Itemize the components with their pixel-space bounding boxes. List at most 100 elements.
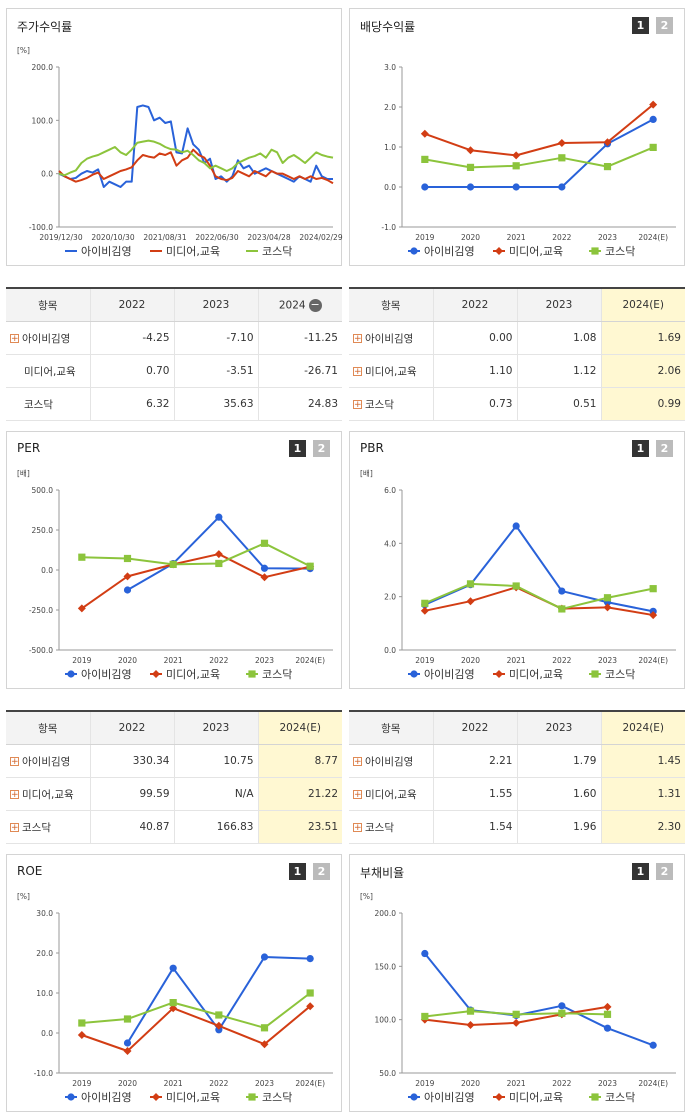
data-point — [466, 1021, 475, 1029]
row-label[interactable]: + 아이비김영 — [6, 744, 90, 778]
y-tick-label: 0.0 — [384, 646, 396, 655]
row-label[interactable]: + 아이비김영 — [6, 321, 90, 355]
x-tick-label: 2020 — [118, 1079, 137, 1088]
badge-2[interactable]: 2 — [656, 863, 673, 880]
row-label[interactable]: + 아이비김영 — [349, 744, 433, 778]
table-cell: 10.75 — [173, 744, 258, 778]
row-label[interactable]: + 코스닥 — [349, 387, 433, 421]
badge-2[interactable]: 2 — [313, 863, 330, 880]
plus-square-icon[interactable]: + — [10, 757, 19, 767]
x-tick-label: 2022 — [209, 1079, 228, 1088]
data-point — [421, 1012, 429, 1021]
plus-square-icon[interactable]: + — [353, 790, 362, 800]
badge-1[interactable]: 1 — [289, 440, 306, 457]
y-tick-label: 50.0 — [379, 1069, 396, 1078]
series-line-3 — [424, 146, 654, 169]
series-line-2 — [424, 586, 654, 617]
y-tick-label: -10.0 — [34, 1069, 54, 1078]
plus-square-icon[interactable]: + — [353, 823, 362, 833]
header-year: 2023 — [173, 710, 258, 745]
x-tick-label: 2023 — [255, 1079, 274, 1088]
table-cell: 6.32 — [89, 387, 174, 421]
badge-1[interactable]: 1 — [289, 863, 306, 880]
dividend-chart: 3.0 2.0 1.0 0.0 -1.0 2019 2020 2021 2022 2023 2024… — [381, 63, 676, 258]
x-tick-label: 2019 — [415, 656, 434, 665]
panel-dividend: 배당수익률 1 2 3.0 2.0 1.0 0.0 -1.0 2019 2020 2021 20… — [349, 8, 685, 266]
badge-2[interactable]: 2 — [313, 440, 330, 457]
plus-square-icon[interactable]: + — [353, 757, 362, 767]
table-row: 코스닥 6.32 35.63 24.83 — [6, 387, 342, 421]
table-row: 미디어,교육 0.70 -3.51 -26.71 — [6, 354, 342, 388]
row-label[interactable]: + 미디어,교육 — [349, 354, 433, 388]
dividend-table: 항목 2022 2023 2024(E) + 아이비김영 0.00 1.08 1.69 + 미디어,… — [349, 287, 685, 421]
x-tick-label: 2024(E) — [638, 1079, 668, 1088]
legend-label: 아이비김영 — [424, 668, 475, 681]
badge-1[interactable]: 1 — [632, 440, 649, 457]
minus-circle-icon[interactable]: − — [308, 297, 322, 312]
data-point — [558, 154, 566, 162]
data-point — [260, 1040, 269, 1049]
row-label[interactable]: + 코스닥 — [349, 810, 433, 844]
row-label[interactable]: + 코스닥 — [6, 810, 90, 844]
row-label[interactable]: + 미디어,교육 — [349, 777, 433, 811]
y-tick-label: 1.0 — [384, 143, 396, 152]
table-cell: 1.31 — [600, 777, 685, 811]
x-tick-label: 2024(E) — [638, 233, 668, 242]
legend-label: 아이비김영 — [424, 245, 475, 258]
data-point — [215, 513, 223, 521]
plus-square-icon[interactable]: + — [10, 823, 19, 833]
data-point — [169, 560, 177, 568]
row-label[interactable]: + 아이비김영 — [349, 321, 433, 355]
data-point — [512, 1018, 521, 1027]
unit-label: [배] — [17, 469, 30, 478]
table-cell: 35.63 — [173, 387, 258, 421]
y-tick-label: 0.0 — [41, 566, 53, 575]
table-cell: -3.51 — [173, 354, 258, 388]
legend-label: 코스닥 — [605, 1091, 635, 1104]
badge-2[interactable]: 2 — [656, 440, 673, 457]
data-point — [603, 1002, 612, 1011]
y-tick-label: 0.0 — [384, 183, 396, 192]
header-year: 2023 — [173, 287, 258, 322]
chart-title: ROE — [17, 864, 43, 878]
data-point — [260, 573, 269, 582]
plus-square-icon[interactable]: + — [10, 790, 19, 800]
table-row: + 코스닥 40.87 166.83 23.51 — [6, 810, 342, 844]
series-line-2 — [81, 1005, 311, 1052]
plus-square-icon[interactable]: + — [353, 400, 362, 410]
panel-debt: 부채비율 1 2 [%] 200.0 150.0 100.0 50.0 2019 2020 2… — [349, 854, 685, 1112]
chart-title: PBR — [360, 441, 384, 455]
data-point — [603, 163, 612, 171]
x-tick-label: 2021 — [507, 1079, 526, 1088]
plus-square-icon[interactable]: + — [10, 334, 19, 344]
data-point — [649, 115, 657, 123]
legend-marker — [410, 670, 418, 678]
data-point — [421, 183, 429, 191]
y-tick-label: 500.0 — [32, 486, 54, 495]
x-tick-label: 2023 — [598, 656, 617, 665]
data-point — [421, 155, 429, 163]
x-tick-label: 2021 — [507, 233, 526, 242]
y-tick-label: 150.0 — [375, 962, 397, 971]
y-tick-label: 100.0 — [32, 116, 54, 125]
table-cell: 2.21 — [432, 744, 517, 778]
plus-square-icon[interactable]: + — [353, 334, 362, 344]
table-cell: 0.70 — [89, 354, 174, 388]
badge-2[interactable]: 2 — [656, 17, 673, 34]
x-tick-label: 2019 — [72, 1079, 91, 1088]
header-year: 2024(E) — [600, 287, 685, 322]
series-line-1 — [424, 952, 654, 1047]
x-tick-label: 2021/08/31 — [143, 233, 186, 242]
legend-marker — [248, 1093, 256, 1101]
y-tick-label: 200.0 — [32, 63, 54, 72]
badge-1[interactable]: 1 — [632, 17, 649, 34]
y-tick-label: 6.0 — [384, 486, 396, 495]
plus-square-icon[interactable]: + — [353, 367, 362, 377]
table-cell: 1.45 — [600, 744, 685, 778]
badge-1[interactable]: 1 — [632, 863, 649, 880]
row-label[interactable]: + 미디어,교육 — [6, 777, 90, 811]
y-tick-label: 4.0 — [384, 539, 396, 548]
data-point — [512, 151, 521, 160]
header-item: 항목 — [349, 287, 433, 322]
data-point — [466, 1007, 475, 1015]
